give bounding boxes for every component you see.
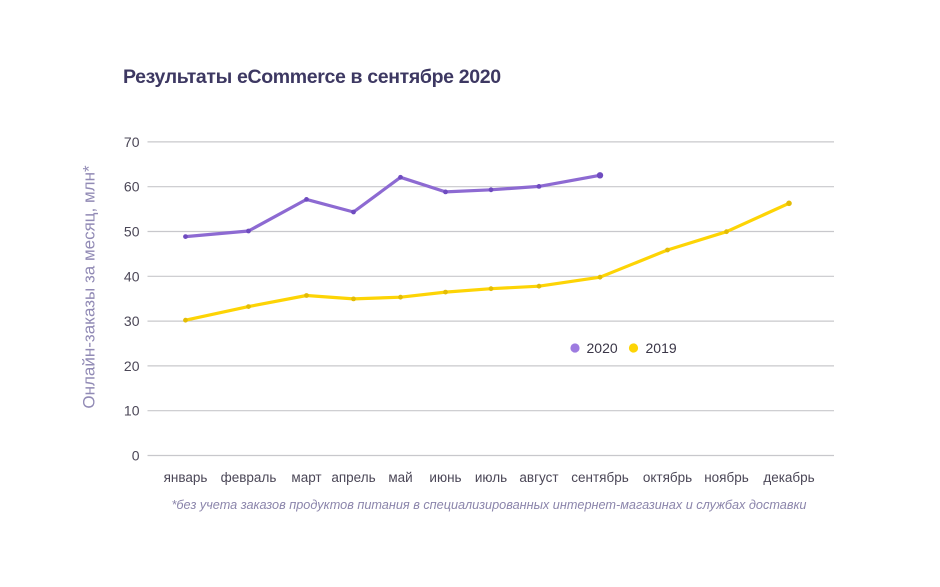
svg-text:0: 0 bbox=[132, 448, 140, 464]
svg-text:Результаты eCommerce в сентябр: Результаты eCommerce в сентябре 2020 bbox=[123, 66, 501, 88]
svg-text:2020: 2020 bbox=[587, 340, 618, 356]
svg-text:ноябрь: ноябрь bbox=[704, 470, 749, 485]
svg-text:60: 60 bbox=[124, 179, 140, 195]
svg-text:февраль: февраль bbox=[221, 470, 277, 485]
svg-text:март: март bbox=[291, 470, 321, 485]
svg-text:декабрь: декабрь bbox=[763, 470, 814, 485]
svg-text:апрель: апрель bbox=[331, 470, 375, 485]
svg-text:40: 40 bbox=[124, 268, 140, 284]
svg-text:10: 10 bbox=[124, 403, 140, 419]
svg-text:2019: 2019 bbox=[646, 340, 677, 356]
svg-text:август: август bbox=[519, 470, 558, 485]
svg-text:июль: июль bbox=[475, 470, 507, 485]
svg-text:*без учета заказов продуктов п: *без учета заказов продуктов питания в с… bbox=[171, 498, 806, 512]
svg-text:январь: январь bbox=[164, 470, 208, 485]
svg-text:октябрь: октябрь bbox=[643, 470, 692, 485]
svg-text:июнь: июнь bbox=[429, 470, 461, 485]
svg-text:Онлайн-заказы за месяц, млн*: Онлайн-заказы за месяц, млн* bbox=[80, 165, 99, 409]
svg-text:70: 70 bbox=[124, 134, 140, 150]
svg-text:50: 50 bbox=[124, 224, 140, 240]
svg-text:30: 30 bbox=[124, 313, 140, 329]
svg-text:сентябрь: сентябрь bbox=[571, 470, 628, 485]
svg-text:май: май bbox=[388, 470, 412, 485]
svg-text:20: 20 bbox=[124, 358, 140, 374]
